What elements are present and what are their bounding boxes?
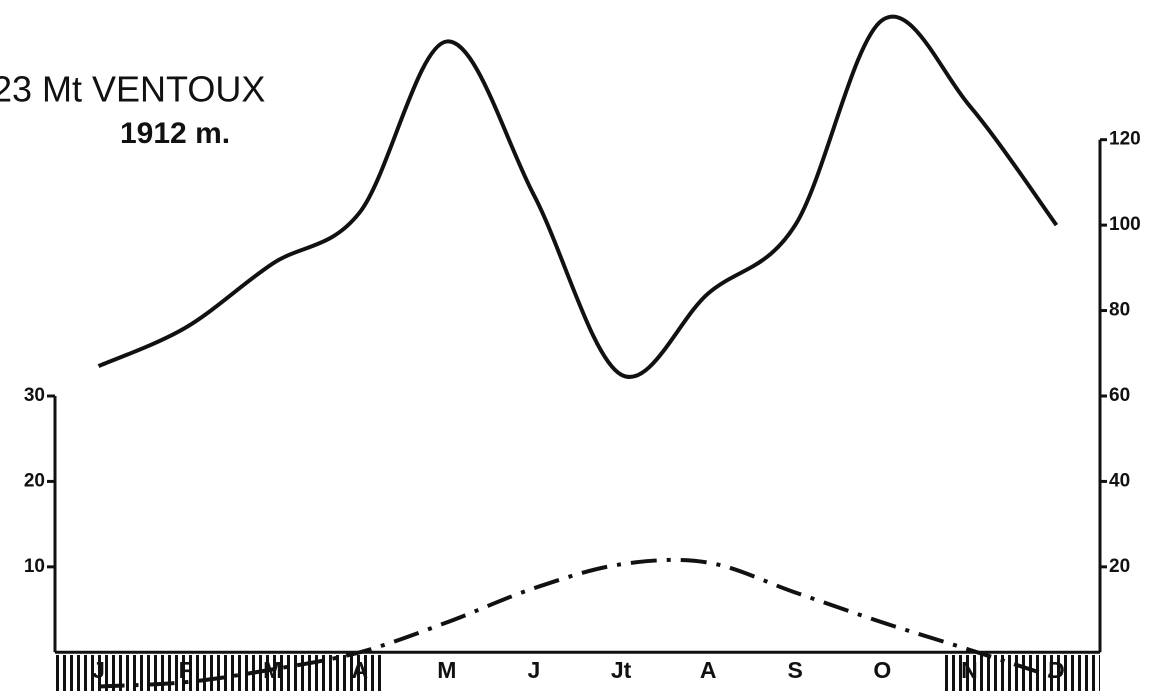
y2-tick-label: 100 <box>1109 214 1141 235</box>
frost-band <box>945 655 1100 691</box>
y2-tick-label: 40 <box>1109 470 1130 491</box>
y-tick-label: 10 <box>24 556 45 577</box>
x-tick-label: M <box>437 657 456 683</box>
y-tick-label: 30 <box>24 385 45 406</box>
y2-tick-label: 60 <box>1109 385 1130 406</box>
precipitation-line <box>97 14 1059 379</box>
y2-tick-label: 80 <box>1109 300 1130 321</box>
y-tick-label: 20 <box>24 470 45 491</box>
y2-tick-label: 20 <box>1109 556 1130 577</box>
temperature-line <box>98 557 1058 689</box>
x-tick-label: Jt <box>611 657 632 683</box>
x-tick-label: J <box>92 657 105 683</box>
x-tick-label: D <box>1048 657 1065 683</box>
x-tick-label: A <box>700 657 717 683</box>
x-tick-label: J <box>528 657 541 683</box>
x-tick-label: A <box>351 657 368 683</box>
x-tick-label: N <box>961 657 978 683</box>
chart-title: 23 Mt VENTOUX <box>0 69 265 110</box>
y2-tick-label: 120 <box>1109 129 1141 150</box>
x-tick-label: S <box>788 657 803 683</box>
x-tick-label: O <box>873 657 891 683</box>
chart-subtitle: 1912 m. <box>120 117 230 150</box>
x-tick-label: F <box>179 657 193 683</box>
